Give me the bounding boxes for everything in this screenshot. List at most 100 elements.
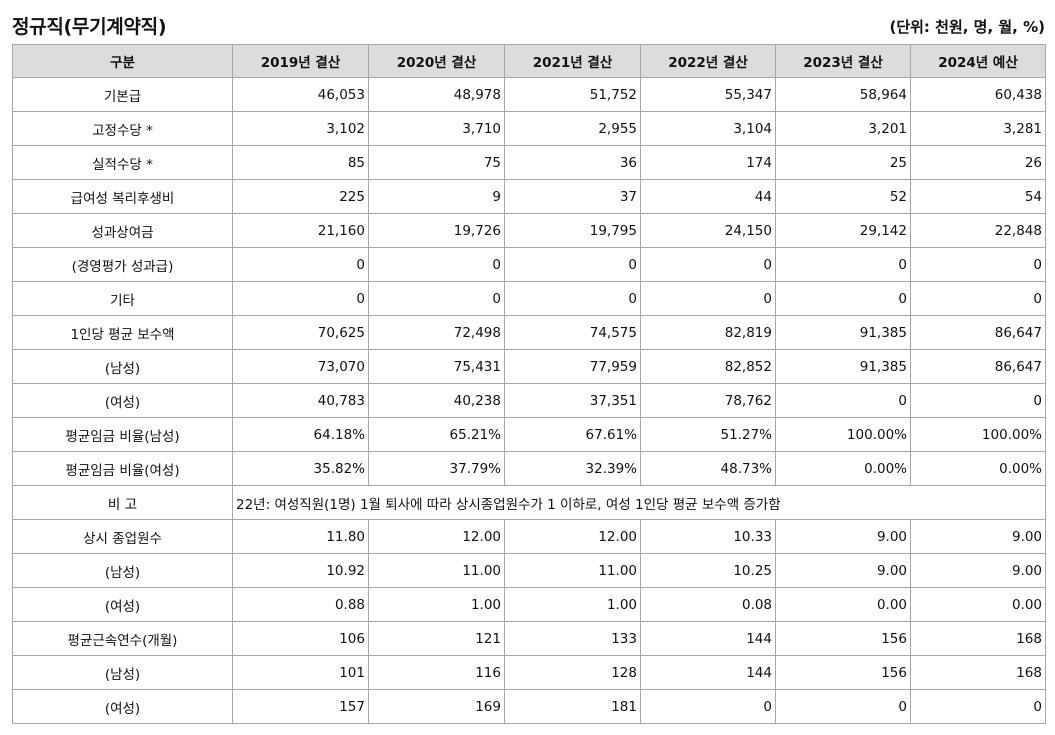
value-cell: 22,848 (910, 213, 1046, 248)
value-cell: 0 (910, 247, 1046, 282)
note-cell: 22년: 여성직원(1명) 1월 퇴사에 따라 상시종업원수가 1 이하로, 여… (232, 485, 1046, 520)
value-cell: 36 (504, 145, 641, 180)
table-row: 1인당 평균 보수액 70,625 72,498 74,575 82,819 91,385… (12, 315, 1046, 350)
value-cell: 3,201 (775, 111, 911, 146)
value-cell: 75 (368, 145, 505, 180)
page-title: 정규직(무기계약직) (12, 16, 167, 38)
row-label: 비 고 (12, 485, 233, 520)
row-label: (여성) (12, 587, 233, 622)
value-cell: 3,710 (368, 111, 505, 146)
value-cell: 78,762 (640, 383, 776, 418)
table-row: 평균임금 비율(남성) 64.18% 65.21% 67.61% 51.27% 100.0… (12, 417, 1046, 452)
value-cell: 40,783 (232, 383, 369, 418)
value-cell: 9.00 (775, 553, 911, 588)
table-row: 비 고 22년: 여성직원(1명) 1월 퇴사에 따라 상시종업원수가 1 이하로… (12, 485, 1046, 520)
header-category: 구분 (12, 44, 233, 78)
value-cell: 9 (368, 179, 505, 214)
value-cell: 77,959 (504, 349, 641, 384)
value-cell: 101 (232, 655, 369, 690)
value-cell: 65.21% (368, 417, 505, 452)
value-cell: 9.00 (775, 519, 911, 554)
table-row: (여성) 0.88 1.00 1.00 0.08 0.00 0.00 (12, 587, 1046, 622)
value-cell: 225 (232, 179, 369, 214)
row-label: (남성) (12, 553, 233, 588)
value-cell: 2,955 (504, 111, 641, 146)
value-cell: 144 (640, 655, 776, 690)
value-cell: 40,238 (368, 383, 505, 418)
value-cell: 51,752 (504, 77, 641, 112)
value-cell: 128 (504, 655, 641, 690)
value-cell: 37,351 (504, 383, 641, 418)
value-cell: 29,142 (775, 213, 911, 248)
value-cell: 25 (775, 145, 911, 180)
value-cell: 19,726 (368, 213, 505, 248)
value-cell: 86,647 (910, 315, 1046, 350)
value-cell: 0.00% (910, 451, 1046, 486)
value-cell: 144 (640, 621, 776, 656)
row-label: 성과상여금 (12, 213, 233, 248)
table-row: (여성) 157 169 181 0 0 0 (12, 689, 1046, 724)
value-cell: 64.18% (232, 417, 369, 452)
value-cell: 52 (775, 179, 911, 214)
value-cell: 86,647 (910, 349, 1046, 384)
table-row: 평균임금 비율(여성) 35.82% 37.79% 32.39% 48.73% 0.00%… (12, 451, 1046, 486)
value-cell: 0 (368, 247, 505, 282)
value-cell: 75,431 (368, 349, 505, 384)
value-cell: 37.79% (368, 451, 505, 486)
table-row: 평균근속연수(개월) 106 121 133 144 156 168 (12, 621, 1046, 656)
value-cell: 121 (368, 621, 505, 656)
value-cell: 85 (232, 145, 369, 180)
table-row: 상시 종업원수 11.80 12.00 12.00 10.33 9.00 9.00 (12, 519, 1046, 554)
value-cell: 0 (910, 383, 1046, 418)
row-label: 실적수당 * (12, 145, 233, 180)
table-body: 기본급 46,053 48,978 51,752 55,347 58,964 60,438 고… (12, 77, 1046, 724)
value-cell: 1.00 (368, 587, 505, 622)
value-cell: 0.00% (775, 451, 911, 486)
value-cell: 116 (368, 655, 505, 690)
value-cell: 169 (368, 689, 505, 724)
value-cell: 0 (640, 247, 776, 282)
value-cell: 0 (504, 281, 641, 316)
value-cell: 181 (504, 689, 641, 724)
row-label: 급여성 복리후생비 (12, 179, 233, 214)
value-cell: 11.00 (368, 553, 505, 588)
row-label: 기본급 (12, 77, 233, 112)
value-cell: 91,385 (775, 349, 911, 384)
value-cell: 67.61% (504, 417, 641, 452)
table-row: (여성) 40,783 40,238 37,351 78,762 0 0 (12, 383, 1046, 418)
value-cell: 26 (910, 145, 1046, 180)
row-label: 평균임금 비율(남성) (12, 417, 233, 452)
value-cell: 0 (775, 689, 911, 724)
value-cell: 12.00 (368, 519, 505, 554)
value-cell: 46,053 (232, 77, 369, 112)
row-label: 평균근속연수(개월) (12, 621, 233, 656)
table-row: 기본급 46,053 48,978 51,752 55,347 58,964 60,438 (12, 77, 1046, 112)
value-cell: 10.25 (640, 553, 776, 588)
value-cell: 0 (368, 281, 505, 316)
value-cell: 0.00 (910, 587, 1046, 622)
unit-label: (단위: 천원, 명, 월, %) (889, 18, 1045, 36)
value-cell: 10.33 (640, 519, 776, 554)
table-row: 성과상여금 21,160 19,726 19,795 24,150 29,142 22,84… (12, 213, 1046, 248)
value-cell: 10.92 (232, 553, 369, 588)
value-cell: 0 (775, 247, 911, 282)
value-cell: 12.00 (504, 519, 641, 554)
header-year: 2022년 결산 (640, 44, 776, 78)
value-cell: 32.39% (504, 451, 641, 486)
value-cell: 0 (910, 689, 1046, 724)
row-label: 상시 종업원수 (12, 519, 233, 554)
header-row: 구분 2019년 결산 2020년 결산 2021년 결산 2022년 결산 2023년 … (12, 44, 1046, 78)
header-year: 2019년 결산 (232, 44, 369, 78)
value-cell: 73,070 (232, 349, 369, 384)
row-label: (여성) (12, 689, 233, 724)
value-cell: 168 (910, 655, 1046, 690)
value-cell: 70,625 (232, 315, 369, 350)
value-cell: 0 (775, 383, 911, 418)
table-row: 고정수당 * 3,102 3,710 2,955 3,104 3,201 3,281 (12, 111, 1046, 146)
value-cell: 106 (232, 621, 369, 656)
value-cell: 156 (775, 655, 911, 690)
header-year: 2021년 결산 (504, 44, 641, 78)
row-label: (경영평가 성과급) (12, 247, 233, 282)
value-cell: 9.00 (910, 553, 1046, 588)
value-cell: 133 (504, 621, 641, 656)
